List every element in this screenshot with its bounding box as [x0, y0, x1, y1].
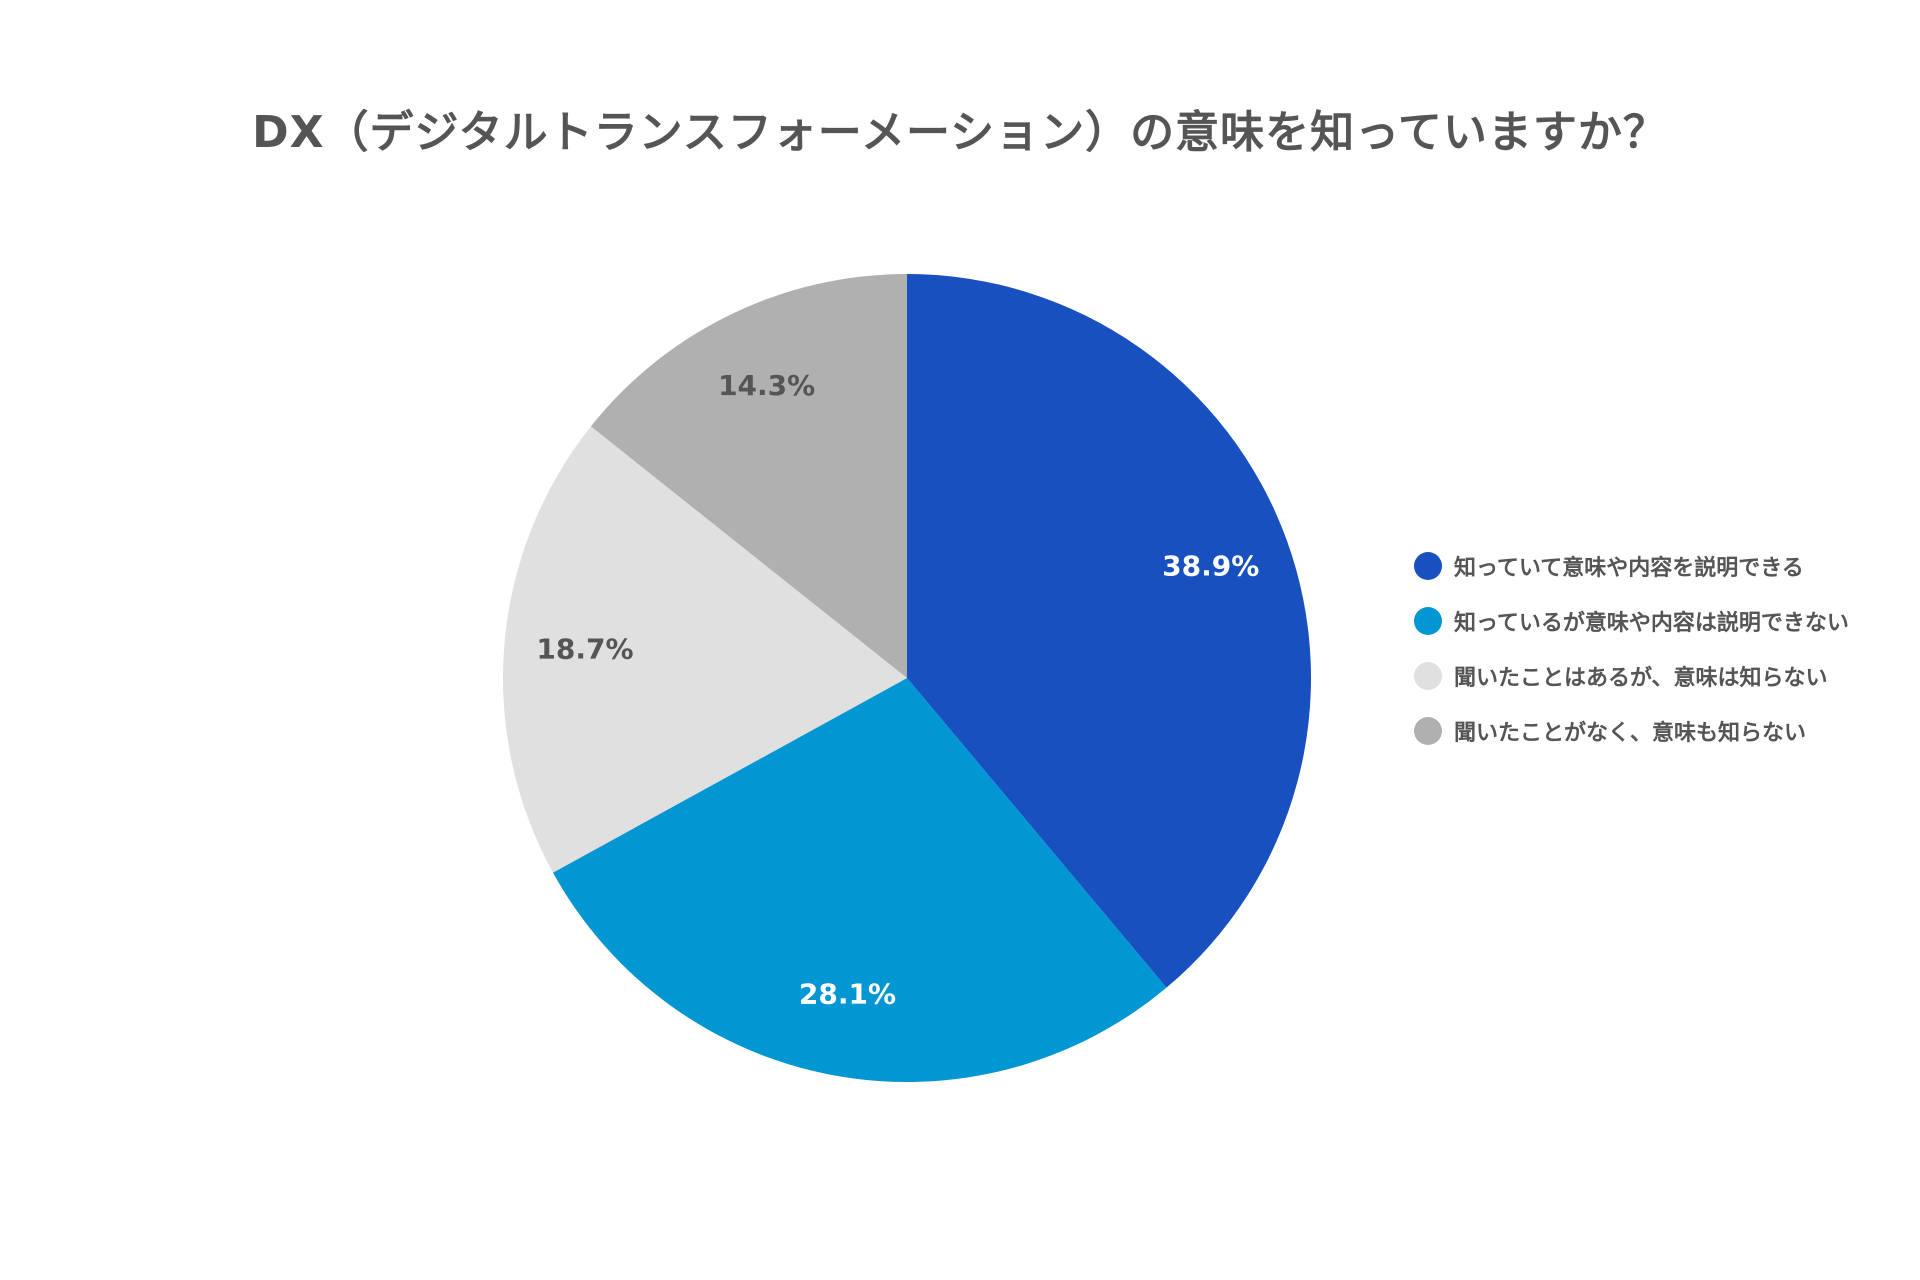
legend-swatch — [1414, 551, 1442, 580]
slice-value-label: 14.3% — [718, 369, 815, 402]
pie-slice — [907, 274, 1312, 988]
pie-slice — [502, 426, 907, 873]
legend-item: 知っているが意味や内容は説明できない — [1414, 593, 1849, 648]
legend-swatch — [1414, 716, 1442, 745]
legend-item: 知っていて意味や内容を説明できる — [1414, 538, 1849, 593]
pie-slice — [590, 274, 907, 678]
legend: 知っていて意味や内容を説明できる 知っているが意味や内容は説明できない 聞いたこ… — [1414, 538, 1849, 758]
slice-value-label: 28.1% — [799, 978, 896, 1011]
legend-label: 知っていて意味や内容を説明できる — [1454, 555, 1804, 581]
chart-title: DX（デジタルトランスフォーメーション）の意味を知っていますか？ — [252, 107, 1668, 158]
pie-slice-labels: 38.9% 28.1% 18.7% 14.3% — [536, 369, 1259, 1011]
slice-value-label: 18.7% — [536, 633, 633, 666]
legend-item: 聞いたことがなく、意味も知らない — [1414, 703, 1849, 758]
legend-label: 聞いたことがなく、意味も知らない — [1454, 720, 1807, 746]
legend-swatch — [1414, 661, 1442, 690]
pie-slices — [502, 274, 1312, 1082]
legend-label: 聞いたことはあるが、意味は知らない — [1454, 665, 1828, 691]
legend-swatch — [1414, 606, 1442, 635]
pie-slice — [552, 678, 1167, 1082]
slice-value-label: 38.9% — [1162, 550, 1259, 583]
legend-label: 知っているが意味や内容は説明できない — [1454, 610, 1849, 636]
legend-item: 聞いたことはあるが、意味は知らない — [1414, 648, 1849, 703]
